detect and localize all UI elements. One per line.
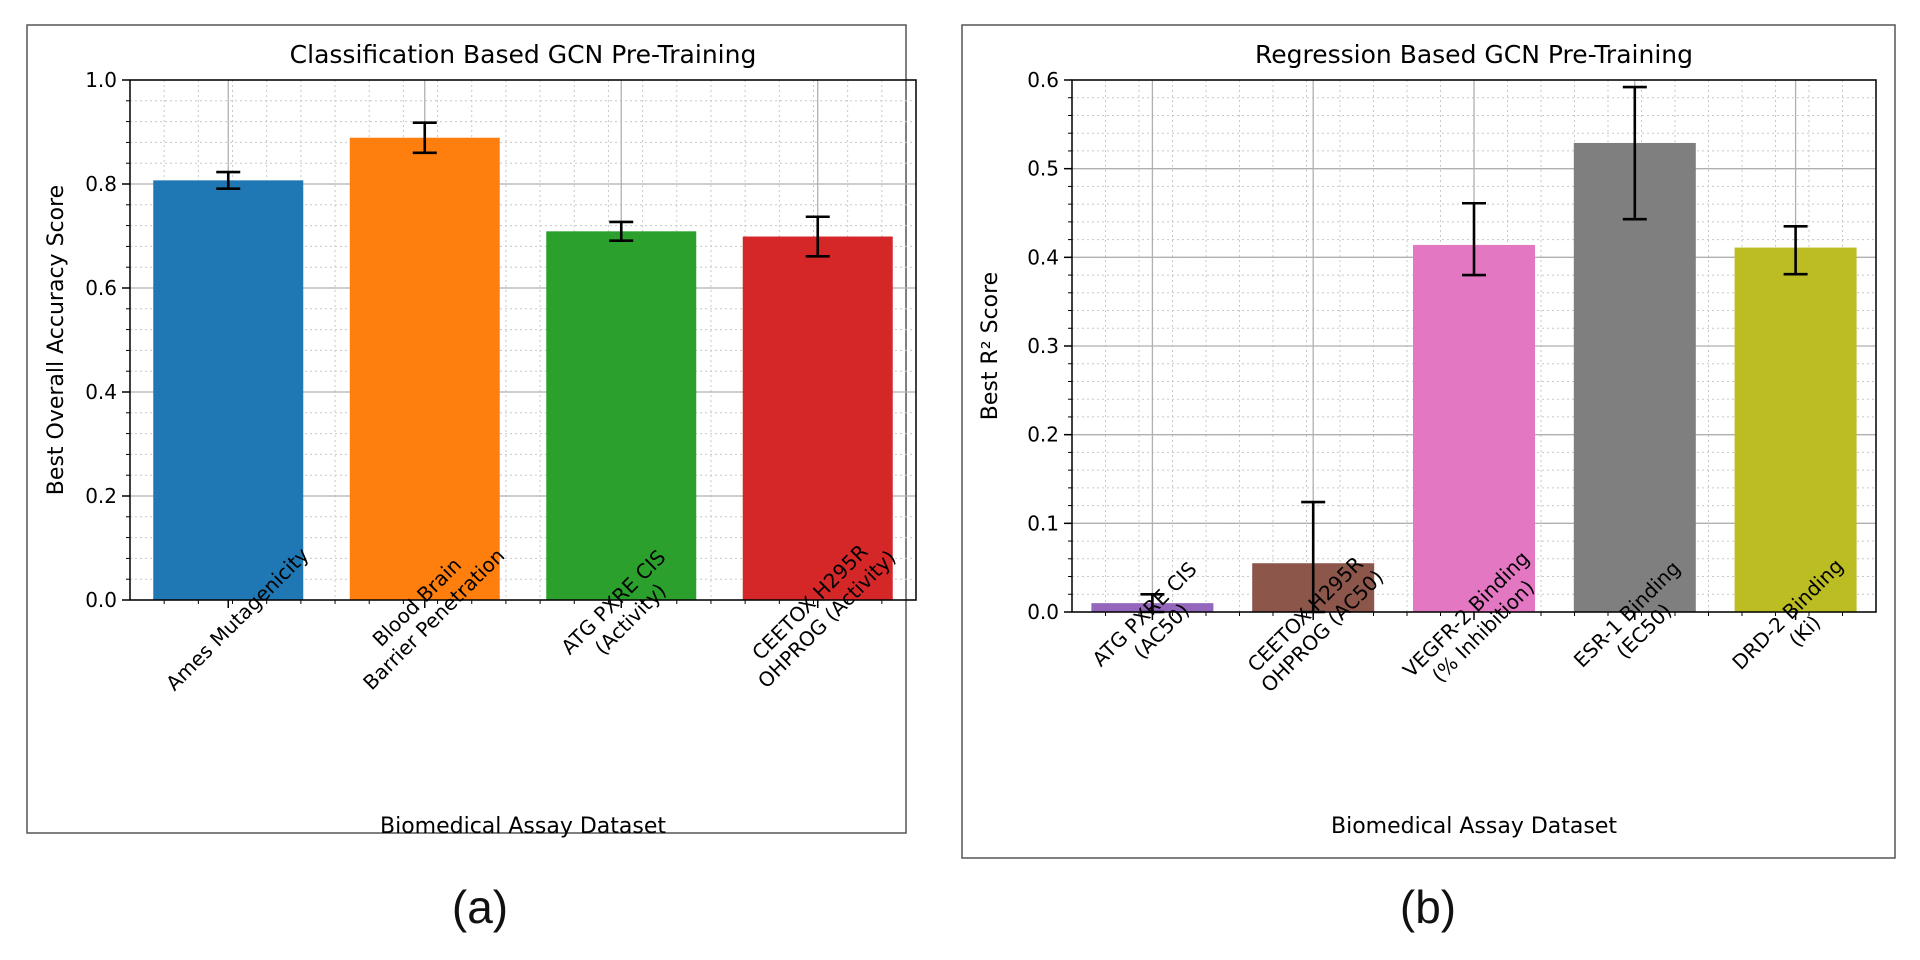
- panel-label-b: (b): [1399, 881, 1457, 933]
- bar: [153, 180, 304, 601]
- bar: [1734, 247, 1857, 612]
- y-tick-label: 0.6: [85, 276, 117, 300]
- bar: [349, 137, 500, 600]
- y-tick-label: 0.5: [1027, 157, 1059, 181]
- y-tick-label: 0.0: [1027, 600, 1059, 624]
- bar: [1573, 142, 1696, 612]
- x-axis-label: Biomedical Assay Dataset: [380, 814, 666, 839]
- y-tick-label: 0.4: [1027, 245, 1059, 269]
- y-tick-label: 0.6: [1027, 68, 1059, 92]
- bar: [742, 236, 893, 600]
- panel-label-a: (a): [451, 881, 509, 933]
- y-tick-label: 0.4: [85, 380, 117, 404]
- y-tick-label: 1.0: [85, 68, 117, 92]
- y-tick-label: 0.2: [85, 484, 117, 508]
- y-tick-label: 0.8: [85, 172, 117, 196]
- plot-area-frame: [129, 79, 917, 601]
- bar: [546, 231, 697, 600]
- y-axis-label: Best Overall Accuracy Score: [44, 185, 69, 495]
- y-tick-label: 0.2: [1027, 423, 1059, 447]
- y-tick-label: 0.1: [1027, 511, 1059, 535]
- x-axis-label: Biomedical Assay Dataset: [1331, 814, 1617, 839]
- chart-title: Regression Based GCN Pre-Training: [1255, 40, 1693, 69]
- y-axis-label: Best R² Score: [978, 272, 1003, 420]
- bar: [1413, 244, 1535, 613]
- chart-title: Classification Based GCN Pre-Training: [290, 40, 757, 69]
- y-tick-label: 0.3: [1027, 334, 1059, 358]
- y-tick-label: 0.0: [85, 588, 117, 612]
